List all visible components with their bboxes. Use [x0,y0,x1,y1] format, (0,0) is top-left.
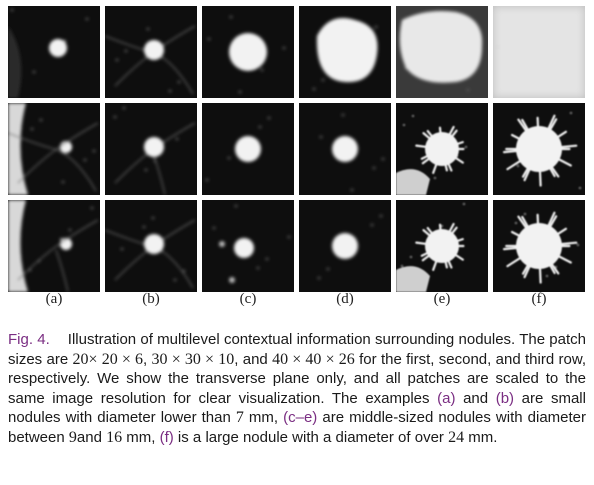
nodule-patch [105,6,197,98]
patch-grid [8,6,585,292]
diameter-mid-low: 9 [68,428,77,446]
caption-text: and [455,389,496,407]
nodule-patch [299,103,391,195]
ref-a[interactable]: (a) [437,389,456,407]
caption-text: and [76,428,107,446]
diameter-small: 7 [235,409,244,426]
caption-text: mm, [122,428,160,446]
figure-label: Fig. 4. [8,331,50,348]
nodule-patch [493,200,585,292]
nodule-patch [105,200,197,292]
patch-size-2: 30 × 30 × 10 [151,350,235,368]
nodule-patch [8,103,100,195]
caption-text: is a large nodule with a diameter of ove… [173,428,449,446]
panel-label: (a) [45,291,63,307]
nodule-patch [202,103,294,195]
panel-label: (c) [239,291,257,307]
nodule-patch [493,103,585,195]
nodule-patch [396,103,488,195]
caption-text: , and [234,350,273,368]
caption-text: , [143,350,152,368]
panel-label: (e) [433,291,451,307]
nodule-patch [396,6,488,98]
figure-caption: Fig. 4. Illustration of multilevel contex… [8,330,586,447]
nodule-patch [8,6,100,98]
caption-text: mm, [243,409,284,426]
caption-text: mm. [464,428,498,446]
patch-size-1: 20× 20 × 6 [72,350,144,368]
caption-text: are small nodules with diameter lower th… [8,389,586,427]
nodule-patch [202,6,294,98]
nodule-patch [493,6,585,98]
diameter-mid-high: 16 [106,428,123,446]
nodule-patch [299,200,391,292]
nodule-patch [8,200,100,292]
nodule-patch [105,103,197,195]
nodule-patch [396,200,488,292]
nodule-patch [202,200,294,292]
diameter-large: 24 [448,428,465,446]
patch-size-3: 40 × 40 × 26 [272,350,355,368]
panel-label: (f) [531,291,547,307]
figure-4: (a) (b) (c) (d) (e) (f) [8,6,588,316]
panel-label: (b) [142,291,160,307]
caption-text: for the first, second, and third row, re… [8,350,587,407]
ref-b[interactable]: (b) [495,389,515,407]
ref-c-e[interactable]: (c–e) [283,409,318,426]
nodule-patch [299,6,391,98]
ref-f[interactable]: (f) [159,428,174,446]
caption-text: Illustration of multilevel contextual in… [8,331,587,368]
caption-text: are middle-sized nodules with diameter b… [8,409,587,446]
panel-label: (d) [336,291,354,307]
panel-labels: (a) (b) (c) (d) (e) (f) [8,291,585,308]
